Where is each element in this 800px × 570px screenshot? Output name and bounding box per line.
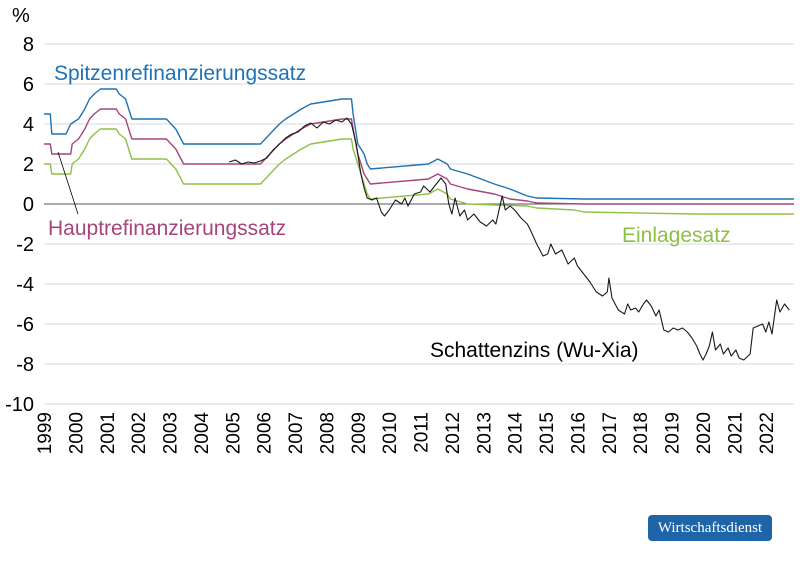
x-tick-label: 2012 bbox=[443, 412, 464, 454]
series-label-0: Spitzenrefinanzierungssatz bbox=[54, 62, 306, 85]
x-tick-label: 2007 bbox=[286, 412, 307, 454]
x-tick-label: 2006 bbox=[255, 412, 276, 454]
x-tick-label: 2000 bbox=[66, 412, 87, 454]
series-line-2 bbox=[44, 128, 794, 215]
y-tick-label: -2 bbox=[16, 234, 34, 256]
x-tick-label: 2018 bbox=[631, 412, 652, 454]
x-tick-label: 1999 bbox=[35, 412, 56, 454]
x-tick-label: 2009 bbox=[349, 412, 370, 454]
label-leader-line bbox=[57, 151, 79, 215]
x-tick-label: 2014 bbox=[506, 412, 527, 455]
y-tick-label: -4 bbox=[16, 274, 34, 296]
x-tick-label: 2013 bbox=[474, 412, 495, 454]
series-line-3 bbox=[228, 117, 790, 361]
x-tick-label: 2003 bbox=[161, 412, 182, 454]
x-tick-label: 2022 bbox=[757, 412, 778, 454]
y-axis: 8 6 4 2 0 -2 -4 -6 -8 -10% bbox=[5, 5, 34, 416]
y-tick-label: -6 bbox=[16, 314, 34, 336]
x-tick-label: 2019 bbox=[663, 412, 684, 454]
gridlines bbox=[44, 43, 794, 405]
y-tick-label: 0 bbox=[23, 194, 34, 216]
x-tick-label: 2017 bbox=[600, 412, 621, 454]
series-lines bbox=[44, 88, 794, 361]
x-tick-label: 2001 bbox=[98, 412, 119, 454]
y-axis-unit: % bbox=[12, 5, 30, 27]
series-label-3: Schattenzins (Wu-Xia) bbox=[430, 339, 639, 362]
x-tick-label: 2004 bbox=[192, 412, 213, 455]
x-tick-label: 2020 bbox=[694, 412, 715, 454]
x-tick-label: 2021 bbox=[725, 412, 746, 454]
x-tick-label: 2008 bbox=[317, 412, 338, 454]
y-tick-label: -8 bbox=[16, 354, 34, 376]
y-tick-label: 8 bbox=[23, 34, 34, 56]
series-labels: Spitzenrefinanzierungssatz Hauptrefinanzi… bbox=[48, 62, 731, 362]
x-axis: 1999 2000 2001 2002 2003 2004 2005 2006 2007 2008… bbox=[35, 412, 778, 455]
x-tick-label: 2011 bbox=[412, 412, 433, 453]
series-line-0 bbox=[44, 88, 794, 200]
x-tick-label: 2002 bbox=[129, 412, 150, 454]
x-tick-label: 2010 bbox=[380, 412, 401, 454]
series-label-1: Hauptrefinanzierungssatz bbox=[48, 217, 286, 240]
y-tick-label: 2 bbox=[23, 154, 34, 176]
y-tick-label: 4 bbox=[23, 114, 34, 136]
y-tick-label: 6 bbox=[23, 74, 34, 96]
x-tick-label: 2015 bbox=[537, 412, 558, 454]
series-line-1 bbox=[44, 108, 794, 205]
series-label-2: Einlagesatz bbox=[622, 224, 731, 247]
x-tick-label: 2005 bbox=[223, 412, 244, 454]
source-badge: Wirtschaftsdienst bbox=[648, 515, 772, 541]
x-tick-label: 2016 bbox=[568, 412, 589, 454]
y-tick-label: -10 bbox=[5, 394, 34, 416]
